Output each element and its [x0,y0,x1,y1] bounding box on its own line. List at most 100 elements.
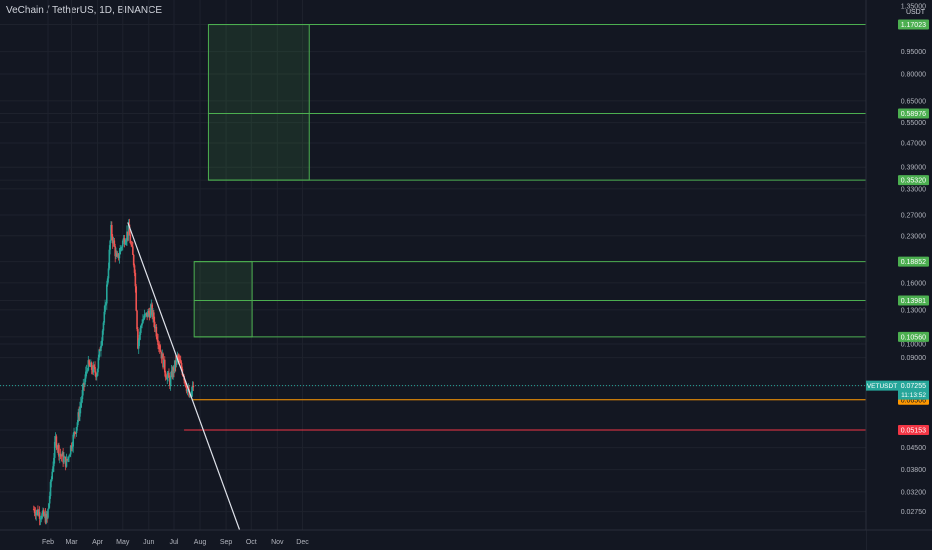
candle-body [128,224,131,235]
candle-body [75,427,78,433]
candle-body [163,359,166,373]
candle-body [151,304,153,317]
candle-body [127,224,130,236]
candle-body [160,351,163,359]
candle-body [176,355,179,358]
candle-body [37,512,40,516]
candle-body [155,326,158,337]
trendline[interactable] [127,222,241,533]
price-tick-label: 0.27000 [901,212,926,219]
chart-title: VeChain / TetherUS, 1D, BINANCE [6,5,162,16]
candle-body [190,391,193,397]
candle-body [125,240,127,243]
candle-body [76,422,79,428]
candle-body [34,512,37,516]
candle-body [48,496,51,504]
price-tick-label: 0.23000 [901,233,926,240]
candle-body [73,431,75,435]
candle-body [148,312,151,318]
candle-body [43,510,45,516]
candle-body [86,370,89,372]
candle-body [54,436,57,442]
candle-body [111,236,114,244]
candle-body [82,383,85,391]
candle-body [175,357,178,366]
price-tick-label: 0.03200 [901,489,926,496]
candle-body [142,319,144,324]
candle-body [61,452,64,457]
candle-body [149,308,152,318]
candle-body [157,340,159,346]
candle-body [79,403,82,408]
candle-body [116,253,119,257]
candle-body [74,431,76,433]
price-tick-label: 0.16000 [901,280,926,287]
candle-body [92,365,95,373]
target-badge-bg [898,108,929,119]
candle-body [101,330,104,341]
candle-body [41,513,43,519]
price-tick-label: 0.04500 [901,445,926,452]
price-tick-label: 0.47000 [901,141,926,148]
candle-body [33,509,36,513]
candle-body [141,323,143,326]
candle-body [129,234,132,244]
candle-body [186,389,189,392]
candle-body [172,367,174,378]
candle-body [67,456,69,460]
candle-body [127,231,129,236]
candle-body [169,377,171,386]
candle-body [103,311,106,323]
candle-body [104,304,106,312]
candle-body [53,441,56,458]
candle-body [102,322,105,331]
candle-body [81,390,84,400]
candle-body [47,509,49,518]
time-axis[interactable] [0,530,866,550]
candle-body [94,366,96,373]
candle-body [48,503,50,510]
candle-body [71,446,74,449]
target-badge-bg [898,295,929,306]
price-tick-label: 1.35000 [901,4,926,11]
candle-body [95,372,97,378]
candle-body [107,268,110,279]
candle-body [96,368,99,376]
candle-body [40,518,43,520]
candle-body [131,244,133,247]
currency-label: USDT [906,9,926,16]
target-zone-1[interactable] [193,261,253,338]
stop-badge-bg [898,425,929,436]
candle-body [156,336,158,341]
candle-body [97,357,100,369]
candle-body [79,407,81,417]
candle-body [64,456,67,467]
candle-body [164,372,167,378]
candle-body [162,353,164,368]
candle-body [80,399,83,404]
candle-body [121,246,123,248]
candle-body [126,231,128,241]
time-label: Aug [194,539,207,546]
candle-body [121,240,124,247]
candle-body [90,362,93,370]
last-price-badge-bg [898,380,929,400]
candle-body [118,254,121,259]
candle-body [46,513,48,518]
candle-body [115,253,117,257]
target-badge: 0.58976 [901,111,926,118]
candle-body [39,518,42,520]
price-tick-label: 0.03800 [901,467,926,474]
price-tick-label: 0.55000 [901,120,926,127]
time-label: Nov [271,539,284,546]
target-zone-2[interactable] [207,24,310,181]
candle-body [68,456,70,458]
price-tick-label: 0.13000 [901,307,926,314]
candle-body [72,434,74,447]
candle-body [58,454,61,457]
symbol-badge-bg [866,380,898,391]
entry-badge: 0.06506 [901,397,926,404]
target-badge-bg [898,175,929,186]
candle-body [100,340,103,346]
